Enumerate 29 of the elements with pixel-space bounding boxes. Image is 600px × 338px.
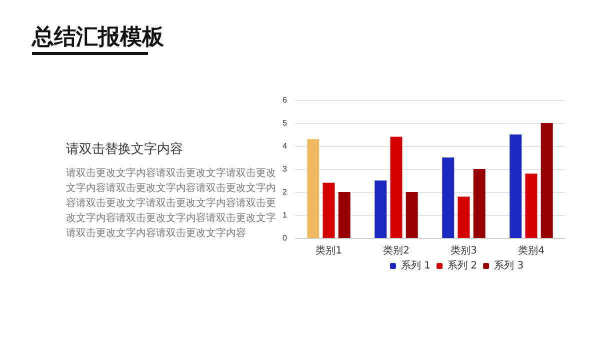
bar: [442, 158, 454, 238]
x-tick-label: 类别2: [383, 244, 410, 256]
y-tick-label: 1: [282, 210, 288, 220]
legend-label: 系列 3: [494, 260, 524, 272]
bar: [390, 136, 402, 238]
text: 请双击更改文字内容请双击更改文字请双击更改文字内容请双击更改文字内容请双击更改文字内容请双击更改文字请双击更改文字内容请双击更改文字内容请双击更改文字内容请双击更改文字请双击更改文字内容请双击更改文字内容: [66, 166, 276, 241]
bar: [374, 180, 387, 238]
x-tick-label: 类别3: [450, 244, 477, 256]
x-tick-label: 类别4: [518, 244, 544, 256]
bar: [322, 182, 335, 238]
bar: [307, 139, 320, 238]
bar: [406, 192, 418, 238]
legend-label: 系列 2: [448, 260, 478, 272]
y-tick-label: 6: [282, 96, 288, 104]
y-tick-label: 2: [282, 188, 288, 196]
y-tick-label: 5: [282, 118, 288, 128]
bar: [525, 174, 538, 238]
y-tick-label: 3: [282, 164, 288, 174]
y-tick-label: 0: [282, 234, 288, 242]
bar: [458, 196, 470, 238]
bar: [473, 169, 486, 238]
bar: [540, 123, 553, 238]
bar: [338, 192, 350, 238]
bar: [510, 134, 522, 238]
text: 总结汇报模板: [32, 24, 164, 52]
text: 请双击替换文字内容: [66, 141, 183, 158]
y-tick-label: 4: [282, 142, 288, 150]
legend-label: 系列 1: [401, 260, 431, 272]
x-tick-label: 类别1: [316, 244, 342, 256]
